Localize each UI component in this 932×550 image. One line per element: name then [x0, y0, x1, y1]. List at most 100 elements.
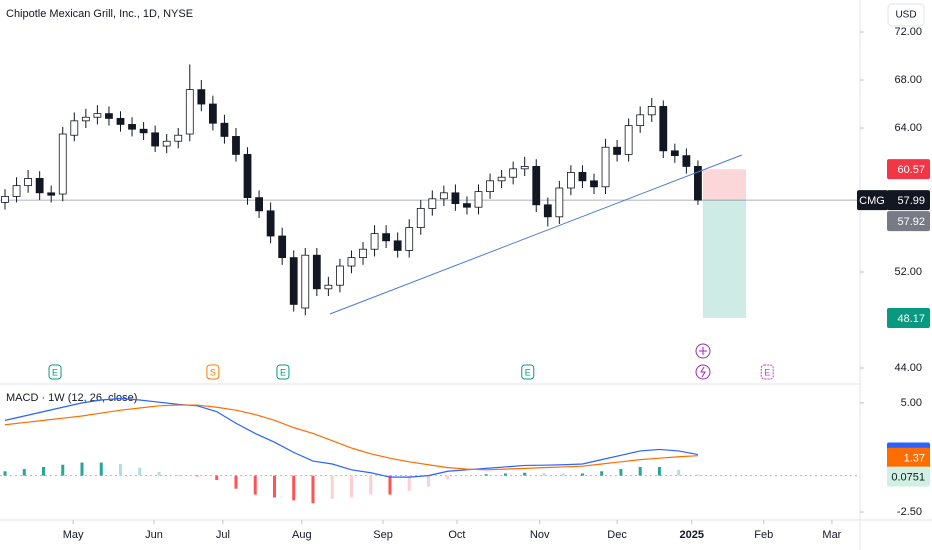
x-tick-label: Oct [448, 529, 465, 541]
candle-body [670, 150, 679, 157]
candle-body [255, 197, 263, 212]
histogram-bar [311, 475, 315, 504]
chart-title: Chipotle Mexican Grill, Inc., 1D, NYSE [6, 8, 193, 20]
candle-body [532, 166, 541, 206]
y-tick-label: 68.00 [894, 74, 922, 86]
histogram-bar [484, 474, 488, 476]
event-icon [48, 364, 62, 380]
candle-body [566, 172, 575, 189]
x-tick-label: 2025 [680, 529, 704, 541]
currency-button[interactable] [887, 3, 925, 27]
candle-body [266, 210, 275, 237]
candle-body [185, 89, 194, 135]
histogram-bar [580, 473, 584, 476]
event-icon [206, 364, 220, 380]
candle-body [312, 254, 321, 290]
candle-body [359, 248, 367, 259]
candle-body [47, 192, 56, 196]
event-label: E [764, 367, 770, 377]
histogram-bar [369, 475, 373, 495]
histogram-last-label-box [887, 466, 930, 487]
candle-body [474, 191, 483, 208]
histogram-bar [542, 473, 546, 476]
candle-body [208, 103, 217, 124]
histogram-last-label: 0.0751 [891, 472, 925, 484]
candle-body [694, 166, 702, 201]
candle-body [70, 120, 79, 136]
histogram-bar [349, 475, 353, 498]
candle-body [151, 132, 160, 147]
candle-body [463, 203, 471, 208]
histogram-bar [176, 474, 180, 476]
candle-body [347, 257, 356, 267]
histogram-bar [619, 469, 623, 476]
histogram-bar [696, 474, 700, 476]
x-tick-label: Sep [373, 529, 393, 541]
histogram-bar [272, 475, 276, 498]
candle-body [174, 134, 183, 142]
event-icon [276, 364, 290, 380]
histogram-bar [215, 475, 219, 481]
candle-body [324, 284, 333, 290]
histogram-bar [407, 475, 411, 491]
target-label-box [887, 307, 930, 328]
candle-body [613, 146, 621, 155]
target-label: 48.17 [897, 313, 925, 325]
macd-line [4, 404, 698, 471]
candle-body [197, 89, 206, 105]
x-tick-label: Feb [754, 529, 773, 541]
target-zone [702, 200, 747, 318]
trendline [329, 154, 742, 315]
candle-body [509, 168, 518, 178]
candle-body [486, 180, 494, 193]
candle-body [35, 178, 44, 194]
candle-body [601, 146, 610, 188]
candle-body [12, 185, 21, 197]
histogram-bar [61, 464, 65, 476]
currency: USD [895, 10, 916, 21]
candle-body [393, 240, 402, 251]
candle-body [232, 136, 240, 155]
y-tick-label: 44.00 [894, 362, 922, 374]
histogram-bar [157, 472, 161, 476]
histogram-bar [600, 471, 604, 476]
event-label: E [525, 367, 531, 377]
y-tick-label: 52.00 [894, 266, 922, 278]
candle-body [220, 122, 229, 137]
histogram-bar [330, 475, 334, 499]
candle-body [139, 128, 148, 134]
macd-line [4, 397, 699, 478]
histogram-bar [234, 475, 238, 489]
candle-body [624, 125, 633, 155]
histogram-bar [561, 473, 565, 476]
stop-label-box [887, 159, 930, 180]
candle-body [451, 192, 460, 205]
histogram-bar [657, 466, 661, 476]
histogram-bar [388, 475, 392, 495]
y-tick-label: 64.00 [894, 122, 922, 134]
marker-price-label-box [887, 211, 930, 232]
histogram-bar [195, 475, 199, 477]
x-tick-label: May [63, 529, 84, 541]
y-tick-label: 5.00 [901, 397, 922, 409]
icon-glyph [699, 347, 707, 355]
histogram-bar [3, 471, 7, 476]
histogram-bar [677, 469, 681, 476]
histogram-bar [138, 467, 142, 476]
last-price-label-box [887, 190, 930, 211]
candle-body [81, 116, 90, 122]
x-tick-label: Jun [145, 529, 163, 541]
candle-body [647, 106, 656, 116]
candle-body [382, 233, 391, 242]
candle-body [636, 114, 645, 127]
candle-body [58, 133, 67, 195]
histogram-bar [42, 466, 46, 476]
histogram-bar [426, 475, 430, 487]
histogram-bar [446, 475, 450, 480]
candle-body [370, 233, 379, 250]
event-label: S [210, 367, 216, 377]
event-icon [760, 364, 774, 380]
